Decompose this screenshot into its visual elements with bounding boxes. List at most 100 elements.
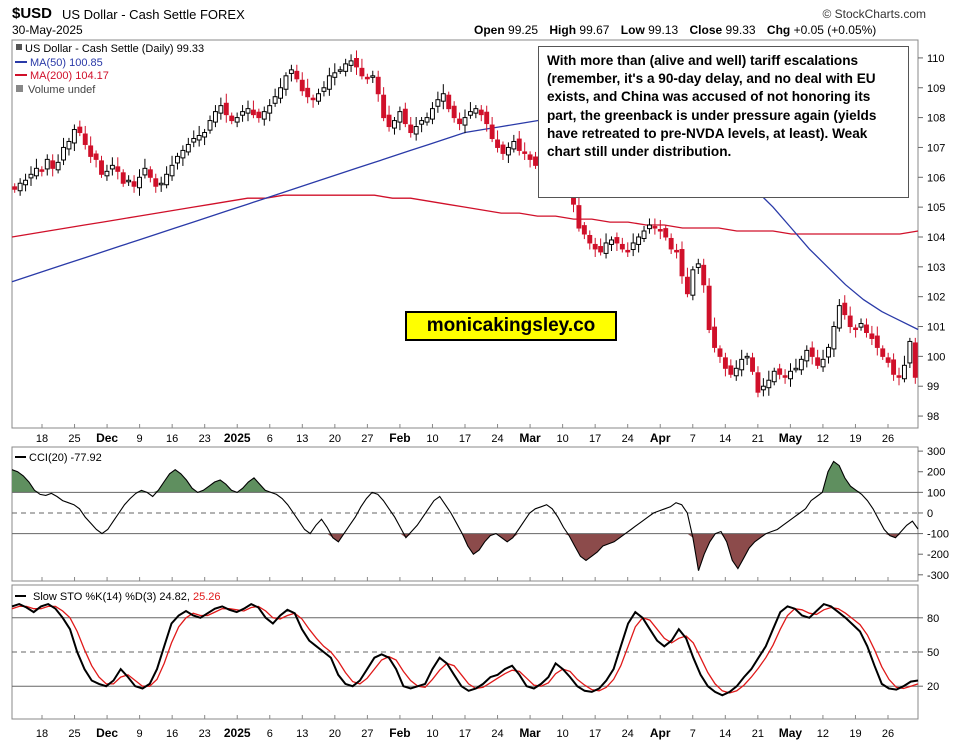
- candle-body: [12, 186, 18, 190]
- stoch-d-path: [11, 605, 919, 694]
- candle-body: [619, 243, 625, 250]
- candle-body: [375, 76, 381, 95]
- low-value: 99.13: [648, 23, 679, 37]
- candle-body: [820, 358, 826, 368]
- candle-body: [28, 173, 34, 179]
- date-tick-label: 12: [817, 433, 829, 445]
- candle-body: [50, 160, 56, 169]
- price-tick-label: 98: [927, 411, 939, 423]
- cci-legend-text: CCI(20) -77.92: [29, 452, 102, 464]
- candle-body: [440, 93, 446, 102]
- close-label: Close: [689, 23, 723, 37]
- candle-body: [99, 160, 104, 175]
- candle-body: [408, 124, 414, 134]
- date-tick-label-bottom: Dec: [96, 726, 118, 740]
- candle-body: [299, 79, 305, 92]
- candle-body: [332, 72, 338, 78]
- candle-body: [169, 164, 175, 177]
- price-legend: US Dollar - Cash Settle (Daily) 99.33 MA…: [15, 43, 204, 96]
- date-tick-label: 17: [459, 433, 471, 445]
- candle-body: [386, 114, 392, 128]
- candle-body: [527, 154, 533, 160]
- date-tick-label-bottom: 12: [817, 728, 829, 740]
- candle-body: [88, 145, 94, 157]
- candle-body: [684, 276, 690, 295]
- candle-body: [175, 155, 180, 164]
- date-tick-label: Mar: [519, 431, 541, 445]
- candle-body: [142, 167, 148, 176]
- candle-body: [39, 169, 45, 172]
- candle-body: [137, 176, 142, 189]
- candle-body: [755, 372, 761, 393]
- date-tick-label-bottom: 24: [622, 728, 634, 740]
- candle-body: [337, 69, 343, 72]
- candle-body: [153, 178, 159, 187]
- axis-ticks: 18 18 25 25 Dec Dec 9 9 16 16 23 23 2025 2025 6 6 13 13 20…: [36, 424, 894, 740]
- high-value: 99.67: [579, 23, 610, 37]
- stoch-tick-label: 80: [927, 613, 939, 625]
- candle-body: [294, 70, 300, 80]
- date-tick-label-bottom: 27: [361, 728, 373, 740]
- candle-body: [234, 117, 240, 123]
- price-tick-label: 99: [927, 381, 939, 393]
- candle-body: [310, 97, 316, 101]
- date-tick-label: 10: [556, 433, 568, 445]
- open-label: Open: [474, 23, 505, 37]
- date-tick-label-bottom: 10: [556, 728, 568, 740]
- candle-body: [131, 181, 137, 187]
- price-tick-label: 100: [927, 351, 945, 363]
- candle-body: [305, 87, 311, 98]
- candle-body: [581, 225, 587, 235]
- stoch-k-path: [11, 602, 919, 697]
- candle-body: [33, 167, 39, 177]
- cci-tick-label: -100: [927, 529, 949, 541]
- date-tick-label-bottom: 2025: [224, 726, 251, 740]
- date-tick-label: 19: [849, 433, 861, 445]
- candle-body: [533, 156, 538, 166]
- candle-body: [809, 347, 815, 357]
- stoch-tick-label: 50: [927, 647, 939, 659]
- price-tick-label: 103: [927, 262, 945, 274]
- candle-body: [630, 242, 636, 251]
- candle-body: [782, 375, 788, 378]
- candle-body: [831, 326, 837, 350]
- price-tick-label: 110: [927, 53, 945, 65]
- candle-body: [793, 367, 799, 371]
- candle-body: [364, 76, 370, 80]
- date-tick-label: 16: [166, 433, 178, 445]
- candle-body: [728, 365, 734, 375]
- date-tick-label: 27: [361, 433, 373, 445]
- candle-body: [196, 135, 202, 141]
- candle-body: [359, 67, 365, 77]
- date-tick-label-bottom: Mar: [519, 726, 541, 740]
- candle-body: [397, 111, 403, 123]
- candle-body: [896, 375, 902, 378]
- candle-body: [370, 75, 376, 78]
- candle-body: [462, 117, 468, 126]
- ma200-path: [11, 194, 919, 238]
- date-tick-label: Feb: [389, 431, 410, 445]
- candle-body: [695, 263, 701, 268]
- price-tick-label: 104: [927, 232, 945, 244]
- date-tick-label: 24: [491, 433, 503, 445]
- candle-body: [701, 264, 707, 286]
- brand-label[interactable]: © StockCharts.com: [822, 7, 926, 21]
- change-value: +0.05 (+0.05%): [793, 23, 877, 37]
- candle-body: [429, 108, 435, 120]
- candle-body: [185, 143, 191, 153]
- candle-body: [901, 364, 907, 380]
- candle-body: [717, 348, 723, 357]
- candle-body: [82, 133, 88, 145]
- candle-body: [288, 69, 294, 74]
- candle-body: [77, 126, 83, 134]
- candle-body: [55, 161, 61, 171]
- stochastic-panel: 20 50 80: [11, 602, 939, 697]
- candle-body: [180, 149, 186, 159]
- date-tick-label-bottom: 17: [589, 728, 601, 740]
- date-tick-label: Apr: [650, 431, 671, 445]
- candle-body: [120, 172, 126, 184]
- cci-tick-label: 100: [927, 487, 945, 499]
- stoch-legend-label: Slow STO %K(14) %D(3) 24.82, 25.26: [33, 591, 221, 603]
- candle-body: [874, 335, 880, 348]
